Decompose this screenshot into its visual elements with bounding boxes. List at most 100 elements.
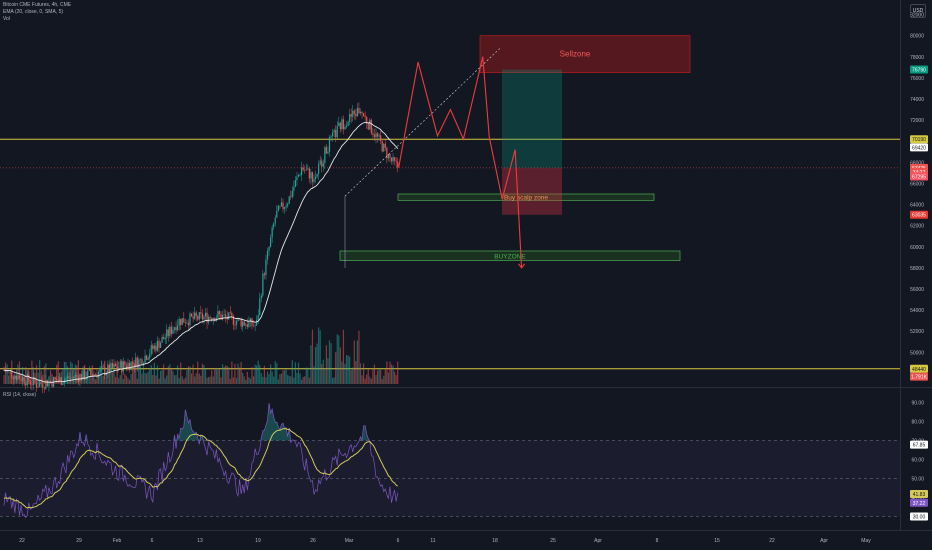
volume-indicator-label[interactable]: Vol [3,16,10,22]
candle [301,161,303,182]
candle [311,171,314,188]
price-tag [910,65,928,74]
candle [333,128,335,138]
price-tag [910,210,928,219]
candle [381,140,383,153]
price-tag-label: 70190 [912,137,926,143]
candle [201,309,203,323]
candle [150,340,152,357]
volume-bar [358,330,360,384]
volume-bar [105,376,107,384]
volume-bar [367,369,369,384]
volume-bar [339,347,341,384]
volume-bar [353,340,355,384]
candle [189,311,191,331]
ema-indicator-label[interactable]: EMA (20, close, 0, SMA, 5) [3,9,64,15]
rsi-indicator-label[interactable]: RSI (14, close) [3,392,37,398]
volume-bar [70,361,72,384]
volume-bar [345,355,348,384]
candle [158,337,160,353]
volume-bar [23,378,25,384]
volume-bar [31,360,33,384]
volume-bar [389,361,391,384]
time-tick-label: 8 [656,538,659,544]
candle [318,160,320,180]
time-tick-label: Feb [113,538,122,544]
candle [359,108,362,116]
volume-bar [73,368,75,384]
candle [296,172,298,186]
volume-bar [115,377,117,384]
candle [206,307,208,329]
volume-bar [321,363,323,384]
volume-bar [330,343,332,384]
price-tick-label: 50000 [910,350,924,356]
projection-path [398,56,523,268]
volume-bar [361,375,363,384]
volume-bar [231,361,233,384]
price-tick-label: 80000 [910,34,924,40]
volume-bar [246,371,248,384]
volume-bar [336,334,338,384]
time-tick-label: Apr [594,538,602,544]
volume-bar [265,377,267,384]
volume-bar [249,378,252,384]
volume-bar [181,376,183,384]
volume-bar [355,361,357,384]
candle [102,363,104,368]
volume-bar [239,367,241,384]
candle [251,317,253,330]
candle [223,308,225,318]
symbol-title[interactable]: Bitcoin CME Futures, 4h, CME [3,2,72,8]
rsi-line [3,403,399,519]
candle [314,171,317,184]
candle [180,318,182,330]
candle [282,198,284,213]
volume-bar [155,375,157,384]
candle [302,164,304,172]
volume-bar [45,363,47,384]
candle [392,153,394,165]
volume-bar [150,365,152,384]
volume-bar [240,361,242,384]
time-tick-label: May [861,538,871,544]
volume-bar [142,369,145,384]
volume-bar [364,378,366,384]
time-tick-label: Apr [820,538,828,544]
candle [249,317,252,328]
candle [259,292,261,317]
volume-bar [184,377,186,384]
volume-bar [342,329,345,384]
rsi-tick-label: 90.00 [911,401,924,407]
candle [384,139,386,151]
candle [231,311,233,320]
candle [277,204,279,212]
volume-bar [189,366,191,384]
price-tick-label: 66000 [910,181,924,187]
volume-bar [183,379,185,384]
volume-bar [59,372,61,384]
ema-line [3,121,399,383]
volume-bar [71,363,73,384]
volume-bar [332,378,334,384]
candle [208,314,210,325]
candle [283,206,286,214]
volume-bar [77,360,79,384]
candle [111,359,114,369]
candle [330,134,332,141]
volume-bar [141,373,143,384]
volume-bar [84,365,86,384]
volume-bar [20,375,22,384]
volume-bar [48,377,50,384]
candle [369,117,371,131]
candle [291,186,293,199]
candle [268,245,270,257]
currency-button[interactable]: USD [910,4,926,18]
volume-bar [11,360,13,384]
candle [136,355,138,372]
candle [313,174,315,185]
volume-bar [268,374,270,384]
candle [155,342,157,354]
candle [139,358,141,364]
